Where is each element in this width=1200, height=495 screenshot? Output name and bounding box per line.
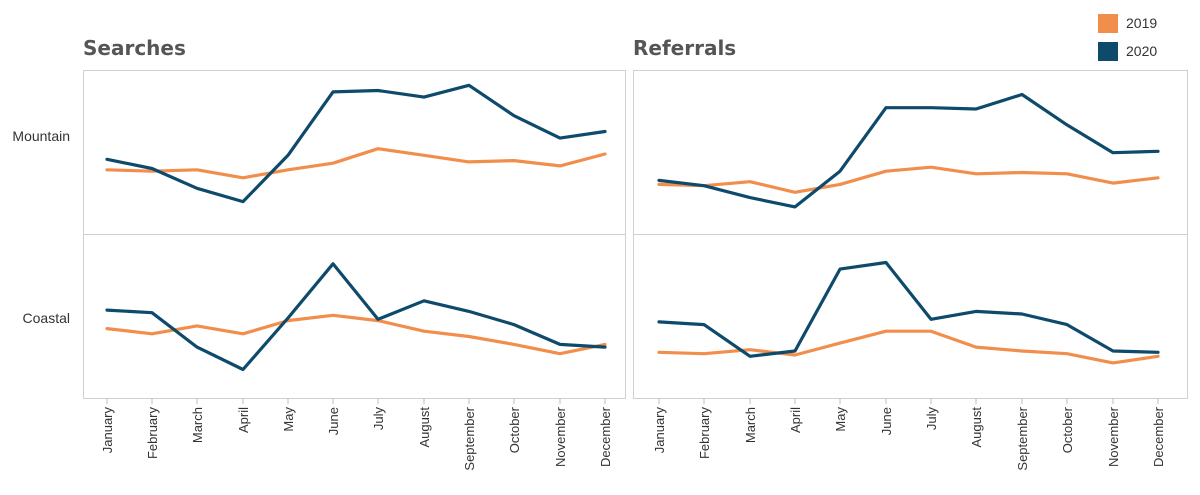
x-tick-label: November <box>1106 406 1121 467</box>
panel-frame-referrals-mountain <box>633 70 1188 235</box>
legend-item-2020[interactable]: 2020 <box>1098 40 1157 62</box>
x-tick-label: May <box>281 407 296 432</box>
x-tick-label: February <box>697 407 712 460</box>
x-tick-label: February <box>145 407 160 460</box>
panel-frame-searches-mountain <box>83 70 626 235</box>
legend-label-2019: 2019 <box>1126 15 1158 31</box>
x-tick-label: June <box>326 407 341 435</box>
x-tick-label: December <box>598 406 613 467</box>
legend: 2019 2020 <box>1098 12 1157 68</box>
x-tick-label: April <box>236 407 251 433</box>
x-tick-label: August <box>417 407 432 448</box>
legend-swatch-2020 <box>1098 41 1118 61</box>
x-tick-label: August <box>969 407 984 448</box>
x-tick-label: September <box>1015 406 1030 470</box>
row-label-mountain: Mountain <box>12 128 70 144</box>
series-line-2020-referrals-coastal[interactable] <box>657 260 1160 358</box>
column-title-referrals: Referrals <box>633 36 737 60</box>
x-tick-label: September <box>462 406 477 470</box>
row-label-coastal: Coastal <box>22 310 70 326</box>
x-tick-label: October <box>507 406 522 453</box>
x-tick-label: November <box>553 406 568 467</box>
legend-item-2019[interactable]: 2019 <box>1098 12 1157 34</box>
x-tick-label: January <box>100 407 115 454</box>
x-tick-label: December <box>1151 406 1166 467</box>
x-tick-label: March <box>743 407 758 443</box>
legend-label-2020: 2020 <box>1126 43 1158 59</box>
x-tick-label: June <box>879 407 894 435</box>
series-line-2020-searches-coastal[interactable] <box>105 262 607 372</box>
x-tick-label: July <box>371 407 386 431</box>
legend-swatch-2019 <box>1098 13 1118 33</box>
x-tick-label: July <box>924 407 939 431</box>
series-line-2020-referrals-mountain[interactable] <box>657 92 1160 209</box>
series-line-2019-searches-coastal[interactable] <box>105 313 607 356</box>
series-line-2019-referrals-mountain[interactable] <box>657 165 1160 194</box>
x-tick-label: January <box>652 407 667 454</box>
panel-frame-referrals-coastal <box>633 234 1188 399</box>
column-title-searches: Searches <box>83 36 186 60</box>
series-line-2020-searches-mountain[interactable] <box>105 83 607 204</box>
x-tick-label: April <box>788 407 803 433</box>
x-tick-label: May <box>833 407 848 432</box>
series-line-2019-searches-mountain[interactable] <box>105 147 607 180</box>
x-tick-label: October <box>1060 406 1075 453</box>
x-tick-label: March <box>190 407 205 443</box>
